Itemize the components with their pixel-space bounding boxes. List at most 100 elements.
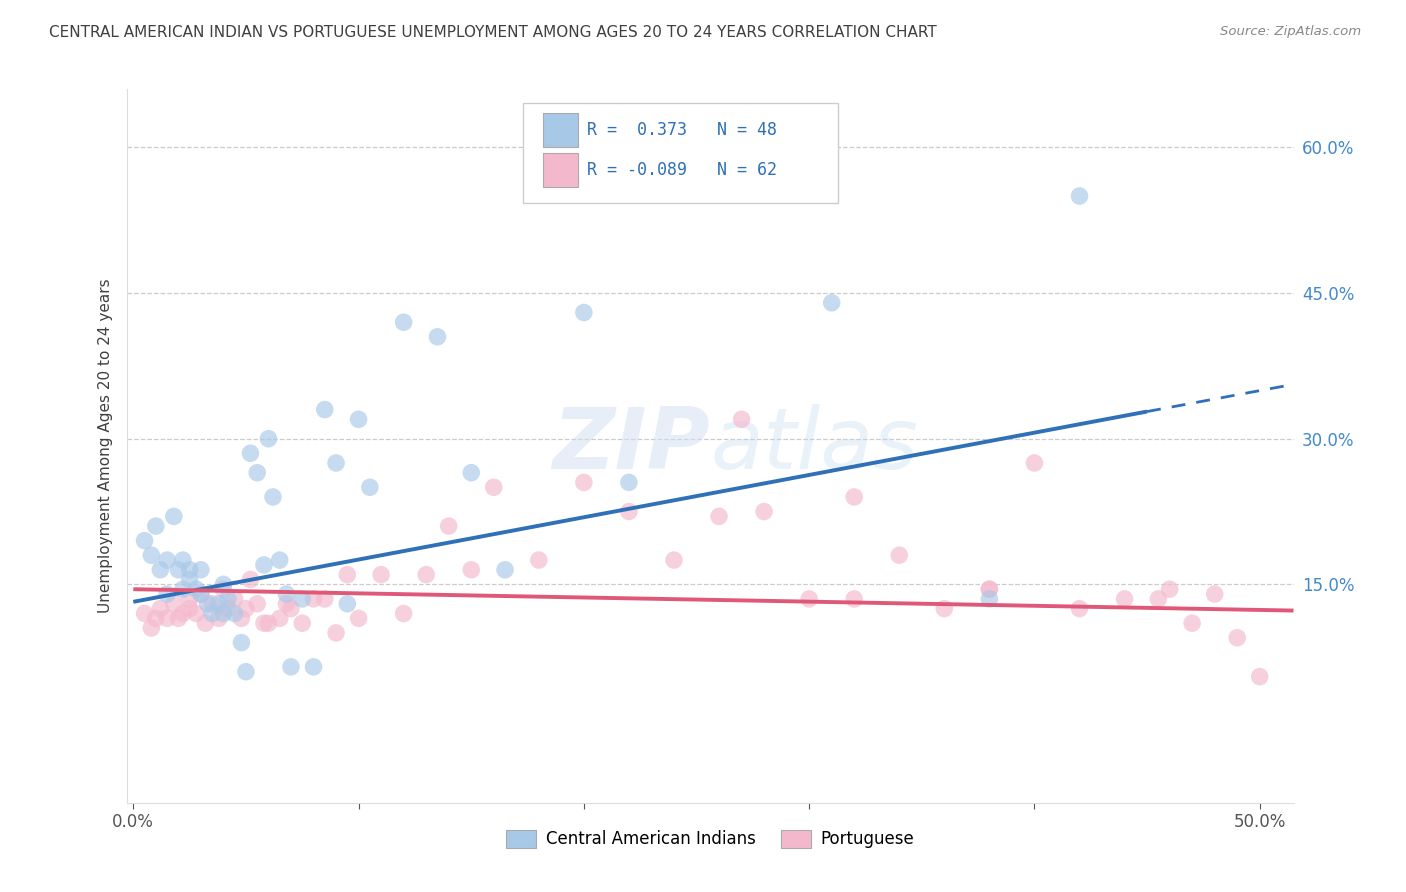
Point bbox=[276, 587, 298, 601]
Point bbox=[280, 660, 302, 674]
Text: R =  0.373   N = 48: R = 0.373 N = 48 bbox=[588, 121, 778, 139]
Point bbox=[134, 607, 156, 621]
Point bbox=[212, 582, 235, 597]
Point bbox=[201, 607, 224, 621]
Text: ZIP: ZIP bbox=[553, 404, 710, 488]
Point bbox=[347, 412, 370, 426]
Point bbox=[172, 607, 194, 621]
Point bbox=[1181, 616, 1204, 631]
Point bbox=[280, 601, 302, 615]
Point bbox=[179, 563, 201, 577]
Point bbox=[325, 626, 347, 640]
Point bbox=[1204, 587, 1226, 601]
Text: Source: ZipAtlas.com: Source: ZipAtlas.com bbox=[1220, 25, 1361, 38]
Point bbox=[141, 548, 163, 562]
Point bbox=[302, 660, 325, 674]
Point bbox=[186, 582, 208, 597]
Point bbox=[257, 616, 280, 631]
Point bbox=[212, 607, 235, 621]
Point bbox=[1226, 631, 1249, 645]
Point bbox=[1114, 591, 1136, 606]
Point bbox=[145, 611, 167, 625]
Point bbox=[482, 480, 505, 494]
Point bbox=[212, 577, 235, 591]
Point bbox=[291, 616, 314, 631]
Point bbox=[190, 587, 212, 601]
Point bbox=[844, 591, 866, 606]
Point bbox=[302, 591, 325, 606]
Point bbox=[172, 582, 194, 597]
Text: R = -0.089   N = 62: R = -0.089 N = 62 bbox=[588, 161, 778, 178]
Point bbox=[359, 480, 381, 494]
Point bbox=[149, 563, 172, 577]
Point bbox=[979, 582, 1001, 597]
Point bbox=[149, 601, 172, 615]
Point bbox=[179, 601, 201, 615]
Text: CENTRAL AMERICAN INDIAN VS PORTUGUESE UNEMPLOYMENT AMONG AGES 20 TO 24 YEARS COR: CENTRAL AMERICAN INDIAN VS PORTUGUESE UN… bbox=[49, 25, 936, 40]
Bar bbox=[543, 153, 578, 187]
Point bbox=[336, 597, 359, 611]
Point bbox=[336, 567, 359, 582]
Point bbox=[167, 611, 190, 625]
Point bbox=[262, 490, 284, 504]
Legend: Central American Indians, Portuguese: Central American Indians, Portuguese bbox=[499, 823, 921, 855]
Point bbox=[179, 573, 201, 587]
Point bbox=[617, 475, 640, 490]
Point bbox=[979, 582, 1001, 597]
Point bbox=[208, 611, 231, 625]
FancyBboxPatch shape bbox=[523, 103, 838, 203]
Point bbox=[156, 553, 179, 567]
Point bbox=[231, 611, 253, 625]
Point bbox=[314, 402, 336, 417]
Point bbox=[257, 432, 280, 446]
Y-axis label: Unemployment Among Ages 20 to 24 years: Unemployment Among Ages 20 to 24 years bbox=[97, 278, 112, 614]
Point bbox=[163, 597, 186, 611]
Point bbox=[460, 563, 482, 577]
Point bbox=[197, 597, 219, 611]
Point bbox=[460, 466, 482, 480]
Point bbox=[415, 567, 437, 582]
Point bbox=[494, 563, 516, 577]
Point bbox=[156, 611, 179, 625]
Point bbox=[253, 558, 276, 572]
Bar bbox=[543, 112, 578, 147]
Point bbox=[276, 597, 298, 611]
Point bbox=[190, 563, 212, 577]
Point bbox=[934, 601, 956, 615]
Point bbox=[235, 601, 257, 615]
Text: atlas: atlas bbox=[710, 404, 918, 488]
Point bbox=[1069, 601, 1091, 615]
Point bbox=[246, 597, 269, 611]
Point bbox=[253, 616, 276, 631]
Point bbox=[1069, 189, 1091, 203]
Point bbox=[1147, 591, 1170, 606]
Point bbox=[239, 446, 262, 460]
Point bbox=[821, 295, 844, 310]
Point bbox=[799, 591, 821, 606]
Point bbox=[235, 665, 257, 679]
Point bbox=[291, 591, 314, 606]
Point bbox=[269, 553, 291, 567]
Point bbox=[156, 587, 179, 601]
Point bbox=[1024, 456, 1046, 470]
Point bbox=[246, 466, 269, 480]
Point bbox=[527, 553, 550, 567]
Point bbox=[314, 591, 336, 606]
Point bbox=[844, 490, 866, 504]
Point bbox=[426, 330, 449, 344]
Point bbox=[752, 504, 775, 518]
Point bbox=[437, 519, 460, 533]
Point bbox=[979, 591, 1001, 606]
Point bbox=[208, 597, 231, 611]
Point bbox=[239, 573, 262, 587]
Point bbox=[347, 611, 370, 625]
Point bbox=[231, 635, 253, 649]
Point bbox=[889, 548, 911, 562]
Point bbox=[179, 591, 201, 606]
Point bbox=[224, 591, 246, 606]
Point bbox=[217, 601, 239, 615]
Point bbox=[730, 412, 752, 426]
Point bbox=[167, 563, 190, 577]
Point bbox=[325, 456, 347, 470]
Point bbox=[662, 553, 685, 567]
